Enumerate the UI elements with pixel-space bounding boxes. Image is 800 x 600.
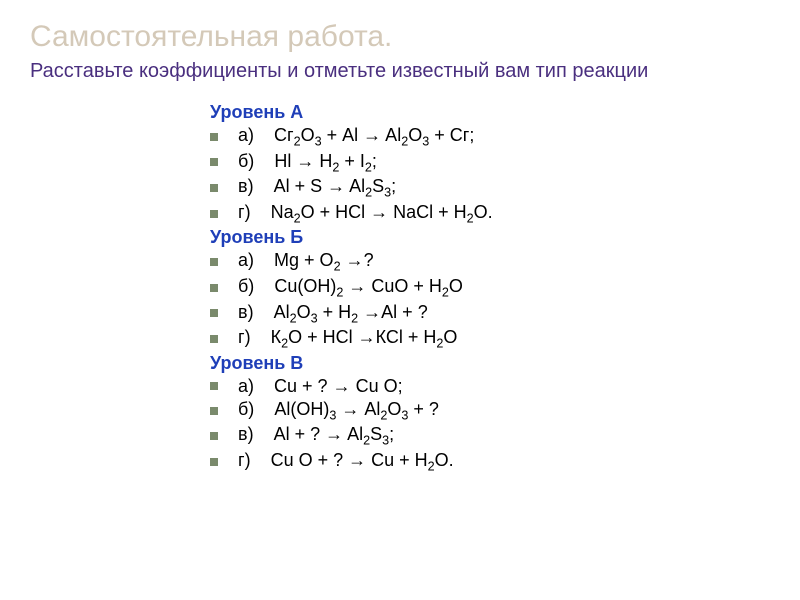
equation-text: а) Сu + ? → Сu О; xyxy=(238,376,403,397)
equation-row: а) Сг2О3 + Аl → Al2O3 + Сг; xyxy=(210,125,770,149)
bullet-icon xyxy=(210,382,218,390)
bullet-icon xyxy=(210,335,218,343)
equation-text: а) Сг2О3 + Аl → Al2O3 + Сг; xyxy=(238,125,474,149)
equation-row: а) Сu + ? → Сu О; xyxy=(210,376,770,397)
equation-row: г) Na2O + HCl → NaCl + H2O. xyxy=(210,202,770,226)
equation-text: б) Сu(OH)2 → CuO + H2O xyxy=(238,276,463,300)
equation-text: в) Al + S → Al2S3; xyxy=(238,176,396,200)
bullet-icon xyxy=(210,158,218,166)
equation-row: а) Mg + O2 →? xyxy=(210,250,770,274)
equation-text: в) Аl + ? → Al2S3; xyxy=(238,424,394,448)
equation-row: в) Al2O3 + H2 →Al + ? xyxy=(210,302,770,326)
equation-text: г) К2О + НСl →КСl + Н2О xyxy=(238,327,457,351)
equation-row: в) Аl + ? → Al2S3; xyxy=(210,424,770,448)
content-area: Уровень А а) Сг2О3 + Аl → Al2O3 + Сг; б)… xyxy=(30,102,770,474)
level-header: Уровень Б xyxy=(210,227,770,248)
equation-text: в) Al2O3 + H2 →Al + ? xyxy=(238,302,428,326)
bullet-icon xyxy=(210,309,218,317)
equation-row: г) К2О + НСl →КСl + Н2О xyxy=(210,327,770,351)
equation-text: а) Mg + O2 →? xyxy=(238,250,374,274)
equation-row: б) Нl → H2 + I2; xyxy=(210,151,770,175)
page-title: Самостоятельная работа. xyxy=(30,20,770,54)
equation-row: б) Аl(ОН)3 → Аl2О3 + ? xyxy=(210,399,770,423)
bullet-icon xyxy=(210,284,218,292)
page-subtitle: Расставьте коэффициенты и отметьте извес… xyxy=(30,58,770,84)
bullet-icon xyxy=(210,210,218,218)
bullet-icon xyxy=(210,184,218,192)
level-header: Уровень В xyxy=(210,353,770,374)
equation-text: б) Нl → H2 + I2; xyxy=(238,151,377,175)
equation-text: г) Na2O + HCl → NaCl + H2O. xyxy=(238,202,493,226)
bullet-icon xyxy=(210,458,218,466)
equation-text: г) Cu O + ? → Cu + H2O. xyxy=(238,450,454,474)
equation-text: б) Аl(ОН)3 → Аl2О3 + ? xyxy=(238,399,439,423)
bullet-icon xyxy=(210,258,218,266)
bullet-icon xyxy=(210,432,218,440)
equation-row: б) Сu(OH)2 → CuO + H2O xyxy=(210,276,770,300)
bullet-icon xyxy=(210,133,218,141)
equation-row: в) Al + S → Al2S3; xyxy=(210,176,770,200)
equation-row: г) Cu O + ? → Cu + H2O. xyxy=(210,450,770,474)
level-header: Уровень А xyxy=(210,102,770,123)
bullet-icon xyxy=(210,407,218,415)
